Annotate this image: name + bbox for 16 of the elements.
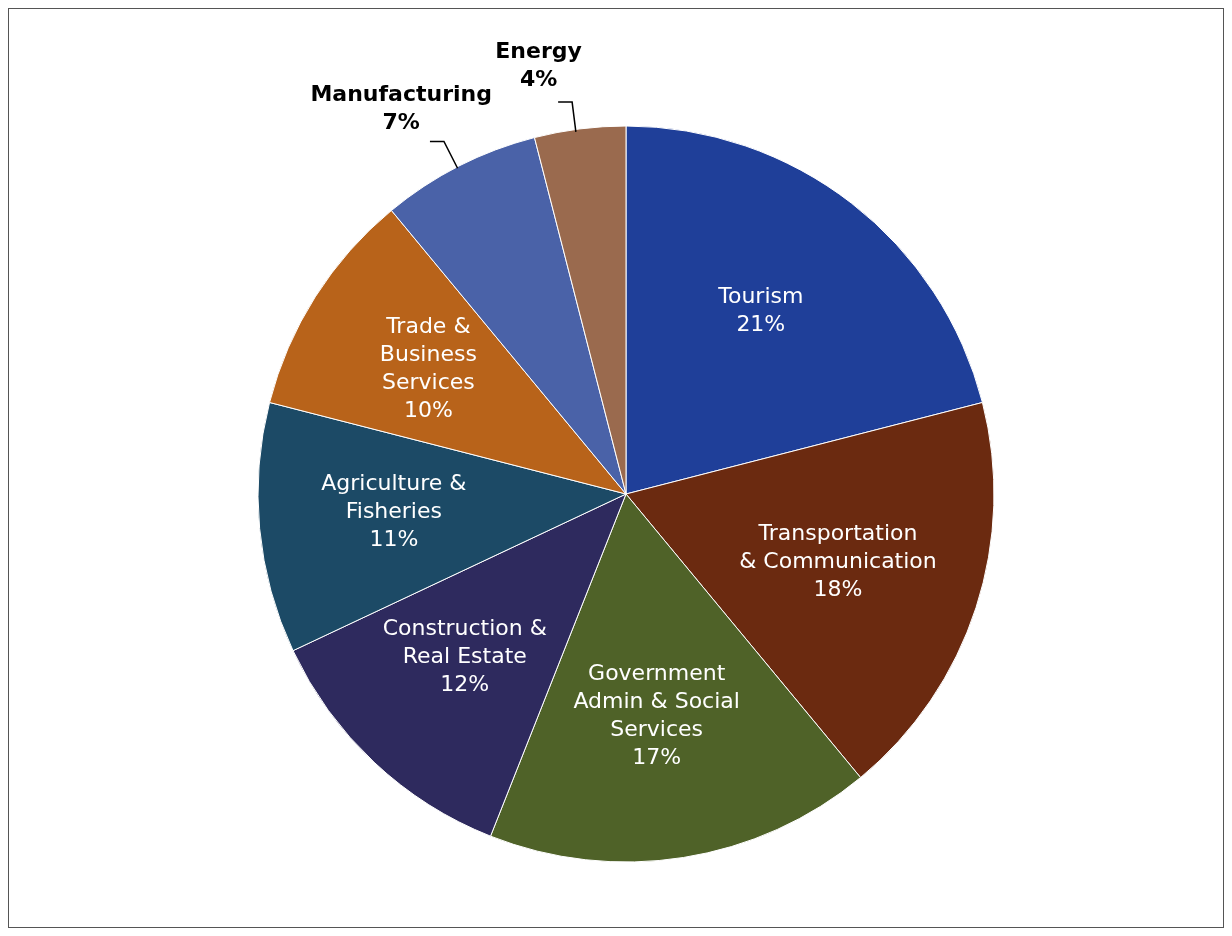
slice-label: Tourism bbox=[717, 282, 804, 308]
data-label: 11% bbox=[369, 525, 419, 551]
slice-label: Manufacturing bbox=[310, 80, 492, 106]
data-label: 7% bbox=[382, 108, 420, 134]
slice-label: Agriculture & Fisheries bbox=[321, 469, 467, 523]
data-label: 21% bbox=[736, 310, 786, 336]
slice-label: Energy bbox=[495, 37, 582, 63]
data-label: 10% bbox=[403, 396, 453, 422]
data-label: 18% bbox=[813, 575, 863, 601]
slice-label: Government Admin & Social Services bbox=[573, 659, 740, 741]
data-label: 12% bbox=[440, 670, 490, 696]
data-label: 4% bbox=[519, 65, 558, 91]
data-label: 17% bbox=[632, 743, 682, 769]
slice-label: Construction & Real Estate bbox=[382, 614, 547, 668]
slice-label: Transportation & Communication bbox=[739, 519, 937, 573]
slice-label: Trade & Business Services bbox=[379, 312, 477, 394]
